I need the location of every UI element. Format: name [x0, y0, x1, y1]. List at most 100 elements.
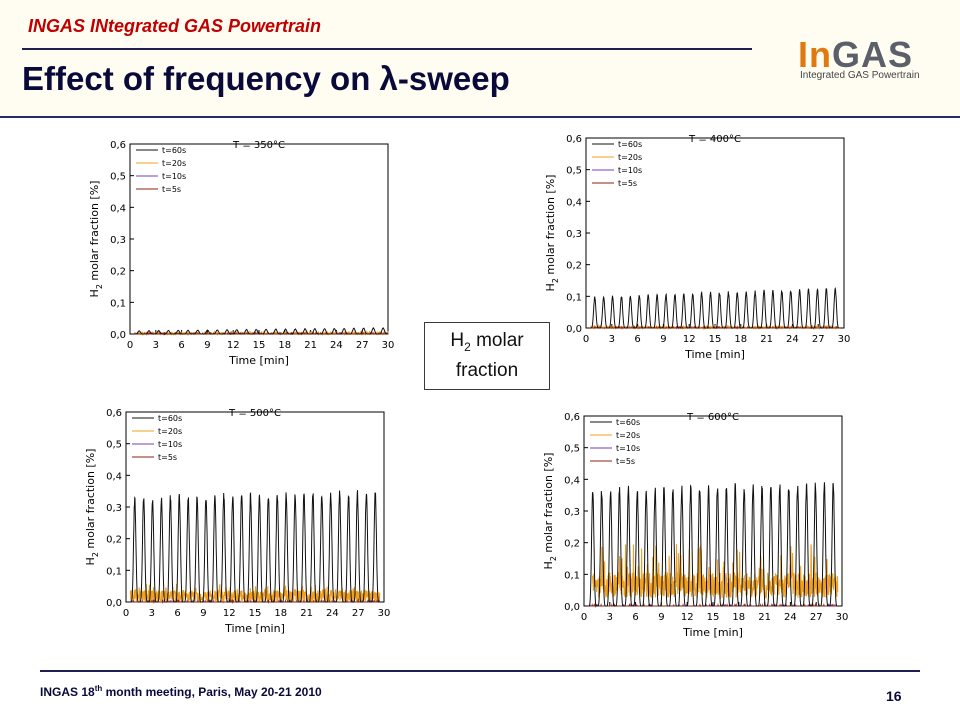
x-tick-label: 15 — [253, 340, 266, 351]
chart-600c: T = 600°C 0,0 0,1 0,2 0,3 0,4 0,5 0,6 0 3 6 9 12 15 18… — [534, 400, 854, 660]
footer-post: month meeting, Paris, May 20-21 2010 — [102, 685, 322, 699]
y-tick-label: 0,4 — [110, 203, 126, 214]
y-label-sub: 2 — [549, 556, 558, 561]
x-tick-label: 0 — [123, 608, 129, 619]
y-tick-label: 0,1 — [566, 292, 582, 303]
legend: t=60s t=20s t=10s t=5s — [136, 146, 186, 194]
x-tick-label: 24 — [330, 340, 343, 351]
x-tick-label: 21 — [760, 334, 773, 345]
x-tick-label: 12 — [683, 334, 696, 345]
note-h: H — [450, 330, 465, 351]
x-axis-label: Time [min] — [228, 354, 289, 367]
legend-label: t=10s — [618, 166, 642, 175]
y-tick-label: 0,4 — [106, 471, 122, 482]
y-tick-label: 0,3 — [106, 503, 122, 514]
y-tick-label: 0,5 — [110, 172, 126, 183]
x-tick-label: 24 — [326, 608, 339, 619]
chart-svg: T = 500°C 0,0 0,1 0,2 0,3 0,4 0,5 0,6 0 3 6 9 12 15 18… — [84, 408, 391, 635]
chart-title: T = 350°C — [232, 140, 285, 151]
chart-400c: T = 400°C 0,0 0,1 0,2 0,3 0,4 0,5 0,6 0 3 6 9 12 15 18… — [536, 122, 856, 382]
note-molar: molar — [470, 330, 524, 351]
x-tick-label: 18 — [274, 608, 287, 619]
y-tick-label: 0,5 — [566, 166, 582, 177]
y-tick-label: 0,1 — [110, 298, 126, 309]
x-tick-label: 30 — [378, 608, 391, 619]
y-axis-label: H2 molar fraction [%] — [542, 453, 558, 570]
legend-label: t=10s — [158, 440, 182, 449]
legend-label: t=10s — [616, 444, 640, 453]
y-label-rest: molar fraction [%] — [542, 453, 555, 557]
legend-label: t=5s — [616, 457, 635, 466]
x-tick-label: 30 — [838, 334, 851, 345]
x-tick-label: 30 — [382, 340, 395, 351]
x-tick-label: 12 — [227, 340, 240, 351]
y-tick-label: 0,2 — [564, 539, 580, 550]
x-tick-label: 3 — [607, 612, 613, 623]
x-tick-label: 3 — [153, 340, 159, 351]
y-tick-label: 0,1 — [564, 570, 580, 581]
legend-label: t=60s — [618, 140, 642, 149]
y-tick-label: 0,6 — [106, 408, 122, 419]
x-tick-label: 9 — [204, 340, 210, 351]
y-tick-label: 0,3 — [564, 507, 580, 518]
y-tick-label: 0,0 — [566, 324, 582, 335]
chart-title: T = 400°C — [688, 134, 741, 145]
x-tick-label: 24 — [784, 612, 797, 623]
slide-header: INGAS INtegrated GAS Powertrain Effect o… — [0, 0, 960, 118]
series-line-t5s — [134, 332, 388, 336]
legend: t=60s t=20s t=10s t=5s — [592, 140, 642, 188]
chart-svg: T = 350°C 0,0 0,1 0,2 0,3 0,4 0,5 0,6 0 3 6 9 12 15 18… — [88, 140, 395, 367]
y-tick-label: 0,0 — [110, 330, 126, 341]
y-axis-label: H2 molar fraction [%] — [88, 181, 104, 298]
y-tick-label: 0,2 — [110, 267, 126, 278]
legend-label: t=20s — [158, 427, 182, 436]
y-tick-label: 0,2 — [566, 261, 582, 272]
x-tick-label: 6 — [174, 608, 180, 619]
x-tick-label: 12 — [223, 608, 236, 619]
chart-500c: T = 500°C 0,0 0,1 0,2 0,3 0,4 0,5 0,6 0 3 6 9 12 15 18… — [76, 396, 396, 656]
x-tick-label: 21 — [758, 612, 771, 623]
x-tick-label: 6 — [632, 612, 638, 623]
header-divider — [22, 48, 752, 50]
footer-divider — [40, 670, 920, 672]
y-label-h: H — [544, 283, 557, 291]
legend-label: t=5s — [158, 453, 177, 462]
chart-350c: T = 350°C 0,0 0,1 0,2 0,3 0,4 0,5 0,6 0 3 6 9 12 15 18… — [80, 128, 400, 388]
footer-text: INGAS 18th month meeting, Paris, May 20-… — [40, 684, 322, 699]
ingas-logo: InGAS Integrated GAS Powertrain — [798, 34, 948, 84]
y-label-h: H — [88, 289, 101, 297]
x-tick-label: 27 — [812, 334, 825, 345]
x-tick-label: 3 — [149, 608, 155, 619]
y-tick-label: 0,1 — [106, 566, 122, 577]
logo-wordmark: InGAS — [798, 34, 913, 76]
x-tick-label: 24 — [786, 334, 799, 345]
note-sub: 2 — [464, 339, 471, 354]
legend: t=60s t=20s t=10s t=5s — [132, 414, 182, 462]
y-label-h: H — [84, 557, 97, 565]
x-tick-label: 21 — [300, 608, 313, 619]
x-tick-label: 6 — [634, 334, 640, 345]
footer-pre: INGAS 18 — [40, 685, 95, 699]
chart-svg: T = 600°C 0,0 0,1 0,2 0,3 0,4 0,5 0,6 0 3 6 9 12 15 18… — [542, 412, 849, 639]
x-tick-label: 15 — [707, 612, 720, 623]
y-label-h: H — [542, 561, 555, 569]
x-tick-label: 0 — [583, 334, 589, 345]
series-line-t60s — [590, 286, 840, 329]
legend-label: t=60s — [616, 418, 640, 427]
x-axis-label: Time [min] — [684, 348, 745, 361]
x-tick-label: 15 — [709, 334, 722, 345]
x-tick-label: 21 — [304, 340, 317, 351]
footer-sup: th — [94, 684, 103, 693]
x-tick-label: 27 — [352, 608, 365, 619]
note-line-1: H2 molar — [425, 329, 549, 359]
x-tick-label: 30 — [836, 612, 849, 623]
y-tick-label: 0,6 — [566, 134, 582, 145]
y-tick-label: 0,0 — [106, 598, 122, 609]
y-tick-label: 0,5 — [564, 444, 580, 455]
series-line-t60s — [130, 490, 380, 603]
legend-label: t=5s — [162, 185, 181, 194]
series-line-t60s — [134, 327, 388, 335]
series-line-t60s — [588, 482, 838, 607]
x-tick-label: 9 — [660, 334, 666, 345]
page-number: 16 — [886, 688, 902, 704]
